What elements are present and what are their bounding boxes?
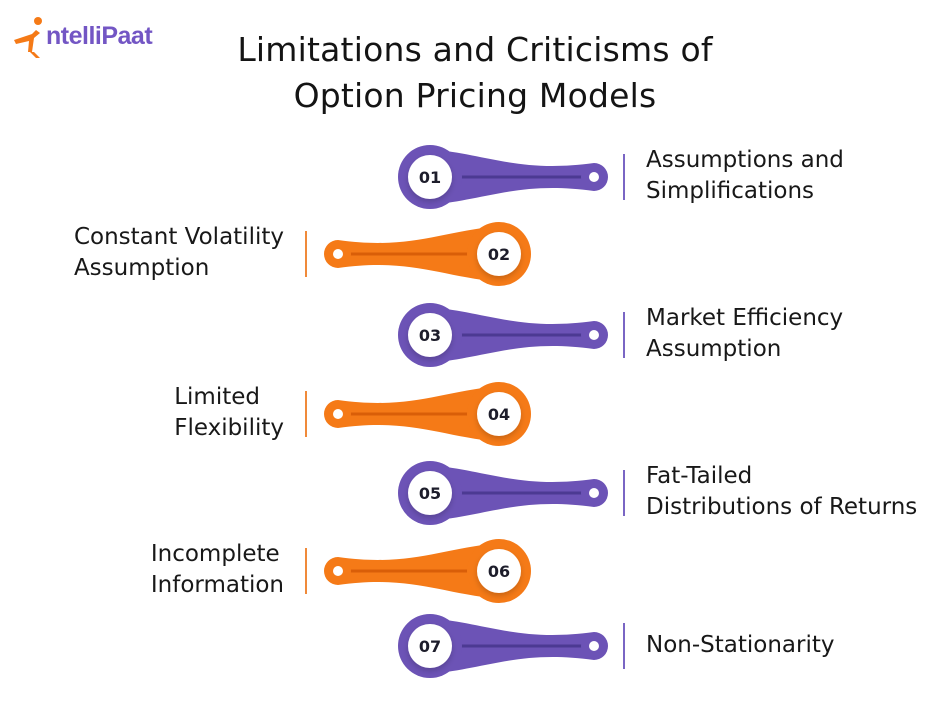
item-label-02: Constant Volatility Assumption xyxy=(74,222,284,284)
page-title-line-1: Limitations and Criticisms of xyxy=(237,30,713,69)
item-label-line-1: Limited xyxy=(174,384,260,410)
item-label-07: Non-Stationarity xyxy=(646,630,835,661)
divider-05 xyxy=(623,470,625,516)
pin-number-04: 04 xyxy=(488,405,510,424)
pin-number-01: 01 xyxy=(419,168,441,187)
item-label-03: Market Efficiency Assumption xyxy=(646,303,843,365)
item-label-line-1: Incomplete xyxy=(150,541,280,567)
pin-end-hole-04 xyxy=(333,409,343,419)
item-label-line-1: Market Efficiency xyxy=(646,305,844,331)
pin-number-06: 06 xyxy=(488,562,510,581)
pin-04: 04 xyxy=(305,382,531,446)
pin-end-hole-07 xyxy=(589,641,599,651)
logo-figure-icon xyxy=(14,17,42,58)
item-label-line-2: Flexibility xyxy=(174,415,284,441)
pin-number-07: 07 xyxy=(419,637,441,656)
item-label-line-2: Assumption xyxy=(73,255,210,281)
item-label-line-1: Assumptions and xyxy=(646,147,844,173)
item-label-line-1: Constant Volatility xyxy=(73,224,284,250)
pin-end-hole-01 xyxy=(589,172,599,182)
item-label-05: Fat-Tailed Distributions of Returns xyxy=(646,461,917,523)
pin-01: 01 xyxy=(398,145,625,209)
pin-07: 07 xyxy=(398,614,625,678)
item-label-line-2: Assumption xyxy=(646,336,782,362)
divider-01 xyxy=(623,154,625,200)
divider-02 xyxy=(305,231,307,277)
pin-number-05: 05 xyxy=(419,484,441,503)
pin-number-02: 02 xyxy=(488,245,510,264)
intellipaat-logo: ntelliPaat xyxy=(10,14,160,62)
item-label-01: Assumptions and Simplifications xyxy=(646,145,844,207)
pin-03: 03 xyxy=(398,303,625,367)
pin-badge-04 xyxy=(477,392,521,436)
item-label-line-2: Distributions of Returns xyxy=(646,494,918,520)
divider-06 xyxy=(305,548,307,594)
item-label-line-2: Information xyxy=(150,572,284,598)
page-title-line-2: Option Pricing Models xyxy=(293,76,657,115)
divider-07 xyxy=(623,623,625,669)
pin-badge-03 xyxy=(408,313,452,357)
pin-end-hole-06 xyxy=(333,566,343,576)
logo-wordmark: ntelliPaat xyxy=(46,22,153,50)
pin-badge-07 xyxy=(408,624,452,668)
divider-03 xyxy=(623,312,625,358)
divider-04 xyxy=(305,391,307,437)
item-label-line-1: Fat-Tailed xyxy=(646,463,753,489)
item-label-line-2: Simplifications xyxy=(646,178,815,204)
pin-badge-06 xyxy=(477,549,521,593)
pin-badge-05 xyxy=(408,471,452,515)
pin-end-hole-05 xyxy=(589,488,599,498)
pin-end-hole-03 xyxy=(589,330,599,340)
item-label-06: Incomplete Information xyxy=(151,539,284,601)
pin-end-hole-02 xyxy=(333,249,343,259)
item-label-04: Limited Flexibility xyxy=(174,382,284,444)
item-label-line-1: Non-Stationarity xyxy=(646,631,835,658)
pin-badge-01 xyxy=(408,155,452,199)
pin-02: 02 xyxy=(305,222,531,286)
pin-05: 05 xyxy=(398,461,625,525)
pin-badge-02 xyxy=(477,232,521,276)
pin-06: 06 xyxy=(305,539,531,603)
pin-number-03: 03 xyxy=(419,326,441,345)
